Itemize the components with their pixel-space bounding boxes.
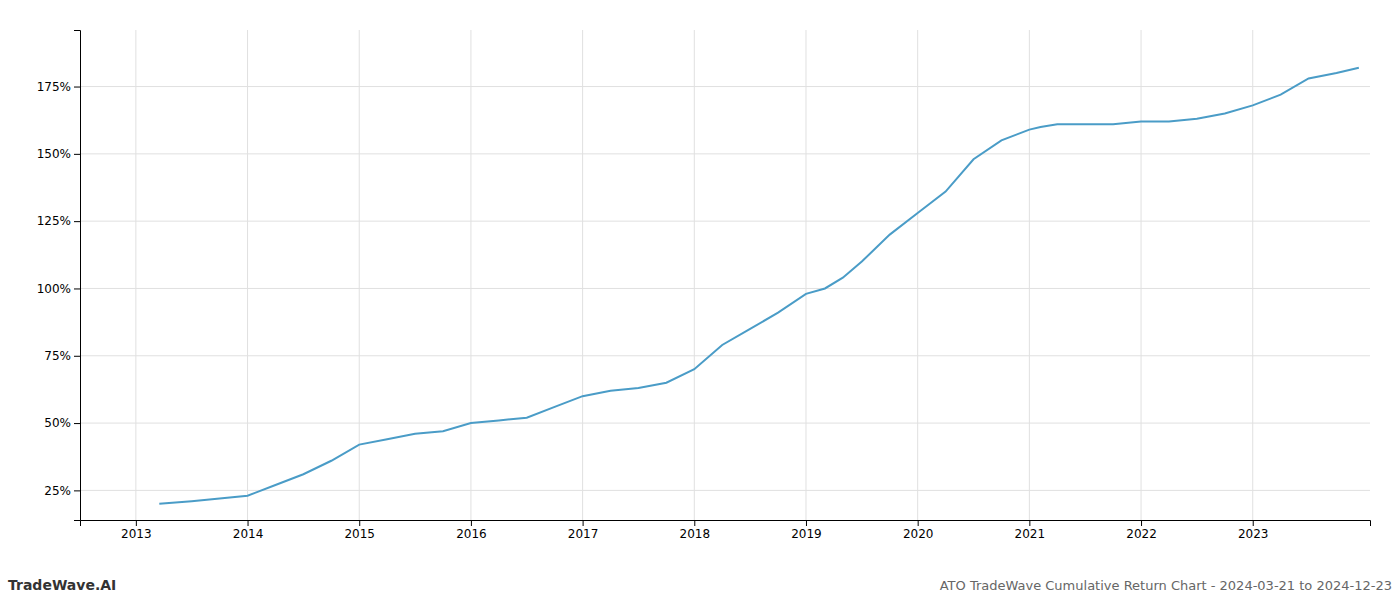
tick-mark [74,423,80,424]
tick-label: 75% [44,349,71,363]
y-tick: 75% [44,349,80,363]
grid-line [582,30,583,520]
axis-line [74,31,81,521]
tick-label: 2020 [903,527,934,541]
tick-mark [583,520,584,526]
grid-line [694,30,695,520]
tick-label: 2021 [1015,527,1046,541]
grid-line [135,30,136,520]
tick-label: 150% [37,147,71,161]
tick-mark [74,288,80,289]
grid-line [80,355,1370,356]
tick-label: 2017 [568,527,599,541]
tick-label: 50% [44,416,71,430]
grid-line [917,30,918,520]
x-tick: 2016 [456,520,487,541]
y-tick: 125% [37,214,80,228]
tick-mark [1253,520,1254,526]
tick-label: 2016 [456,527,487,541]
y-axis: 25% 50% 75% 100% 125% 150% 175% [37,31,81,521]
tick-label: 175% [37,80,71,94]
tick-label: 2019 [791,527,822,541]
grid-line [80,153,1370,154]
x-tick: 2020 [903,520,934,541]
x-axis: 2013 2014 2015 2016 2017 2018 2019 2020 2021 2022… [81,520,1371,541]
y-tick: 25% [44,484,80,498]
tick-mark [136,520,137,526]
grid-line [359,30,360,520]
grid-line [80,86,1370,87]
y-tick: 100% [37,282,80,296]
tick-label: 2014 [233,527,264,541]
tick-label: 125% [37,214,71,228]
title: ATO TradeWave Cumulative Return Chart - … [940,578,1392,593]
tick-label: 2015 [344,527,375,541]
line [159,68,1359,504]
tick-mark [471,520,472,526]
plot-area: 2013 2014 2015 2016 2017 2018 2019 2020 2021 2022… [37,30,1371,541]
tick-mark [248,520,249,526]
grid-line [80,490,1370,491]
grid-line [80,221,1370,222]
marks [159,68,1359,504]
tick-label: 2023 [1238,527,1269,541]
tick-label: 2013 [121,527,152,541]
x-tick: 2022 [1126,520,1157,541]
tick-mark [1141,520,1142,526]
tick-mark [694,520,695,526]
x-tick: 2023 [1238,520,1269,541]
x-tick: 2017 [568,520,599,541]
tick-label: 25% [44,484,71,498]
tick-mark [918,520,919,526]
grid-line [1141,30,1142,520]
tick-mark [74,490,80,491]
grid-line [1029,30,1030,520]
tick-mark [359,520,360,526]
tick-mark [74,221,80,222]
tick-mark [74,87,80,88]
x-tick: 2018 [680,520,711,541]
x-tick: 2019 [791,520,822,541]
y-tick: 175% [37,80,80,94]
x-tick: 2015 [344,520,375,541]
tick-label: 2022 [1126,527,1157,541]
y-tick: 50% [44,416,80,430]
axis-line [81,521,1371,527]
grid-line [805,30,806,520]
grid-line [247,30,248,520]
chart: 2013 2014 2015 2016 2017 2018 2019 2020 2021 2022… [0,0,1400,600]
tick-label: 100% [37,282,71,296]
tick-mark [74,356,80,357]
watermark: TradeWave.AI [8,577,116,593]
tick-label: 2018 [680,527,711,541]
grid-line [80,288,1370,289]
x-tick: 2021 [1015,520,1046,541]
grid-line [1252,30,1253,520]
tick-mark [806,520,807,526]
x-tick: 2013 [121,520,152,541]
tick-mark [1029,520,1030,526]
grid-line [80,423,1370,424]
grid [80,30,1370,520]
grid-line [470,30,471,520]
y-tick: 150% [37,147,80,161]
x-tick: 2014 [233,520,264,541]
tick-mark [74,154,80,155]
